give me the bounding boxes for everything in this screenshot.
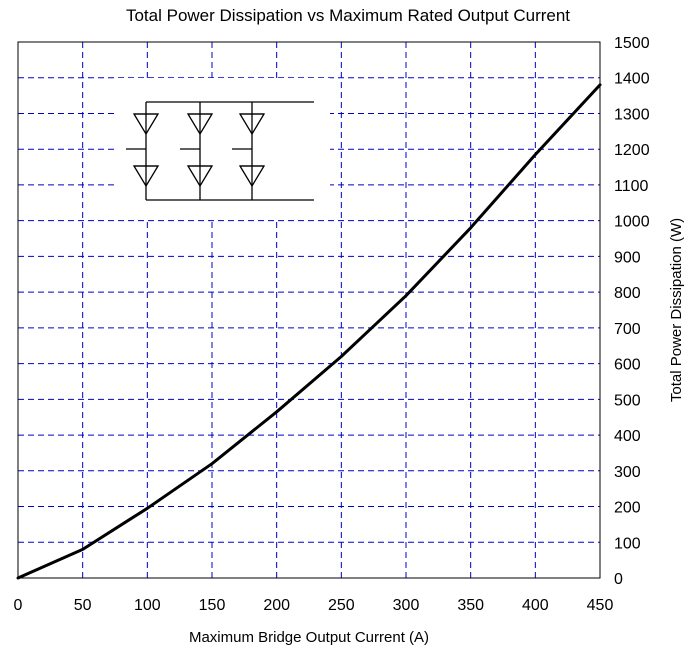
- y-tick-label: 100: [614, 535, 641, 552]
- chart-title: Total Power Dissipation vs Maximum Rated…: [125, 6, 571, 25]
- y-tick-label: 500: [614, 392, 641, 409]
- y-tick-label: 1500: [614, 35, 650, 52]
- y-tick-label: 300: [614, 464, 641, 481]
- y-tick-label: 1100: [614, 178, 649, 195]
- y-tick-label: 700: [614, 321, 641, 338]
- x-tick-label: 350: [457, 597, 484, 614]
- x-tick-label: 50: [74, 597, 92, 614]
- x-tick-label: 100: [134, 597, 161, 614]
- y-tick-label: 1000: [614, 214, 650, 231]
- x-tick-label: 250: [328, 597, 355, 614]
- y-tick-label: 1200: [614, 142, 650, 159]
- plot-area-border: [17, 41, 601, 579]
- power-dissipation-curve: [16, 83, 602, 580]
- x-tick-label: 450: [587, 597, 614, 614]
- diode-bridge-schematic: [118, 78, 330, 220]
- y-axis-label: Total Power Dissipation (W): [668, 218, 685, 402]
- x-tick-label: 150: [199, 597, 226, 614]
- y-axis-ticks: 0 100 200 300 400 500 600 700 800 900 1000 1100 1200…: [614, 35, 650, 588]
- y-tick-label: 600: [614, 357, 641, 374]
- x-tick-label: 400: [522, 597, 549, 614]
- y-tick-label: 900: [614, 249, 641, 266]
- y-tick-label: 1400: [614, 71, 650, 88]
- x-axis-label: Maximum Bridge Output Current (A): [189, 629, 429, 646]
- x-axis-ticks: 0 50 100 150 200 250 300 350 400 450: [14, 597, 614, 614]
- y-tick-label: 0: [614, 571, 623, 588]
- x-tick-label: 0: [14, 597, 23, 614]
- y-tick-label: 200: [614, 500, 641, 517]
- x-tick-label: 300: [393, 597, 420, 614]
- y-tick-label: 1300: [614, 106, 650, 123]
- x-tick-label: 200: [263, 597, 290, 614]
- y-tick-label: 800: [614, 285, 641, 302]
- y-tick-label: 400: [614, 428, 641, 445]
